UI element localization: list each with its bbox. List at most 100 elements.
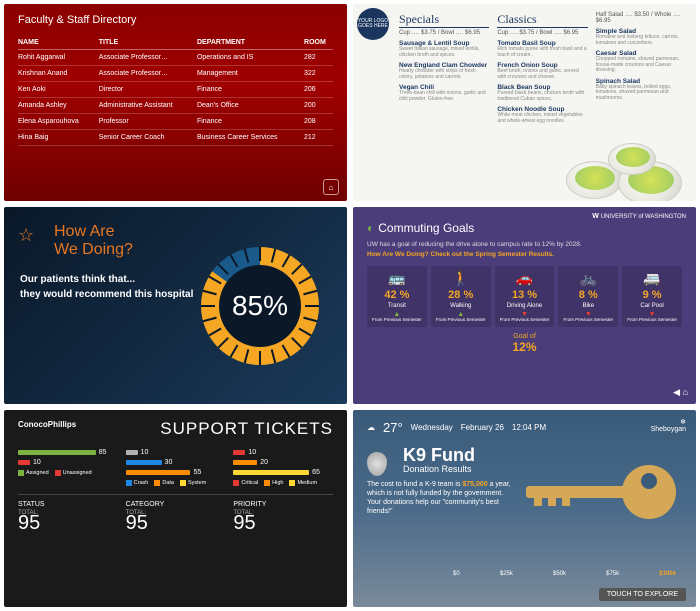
police-badge-icon xyxy=(367,452,387,476)
mode-percentage: 9 % xyxy=(624,289,680,301)
total-column: PRIORITYTOTAL:95 xyxy=(233,501,333,535)
bar-row: 10 xyxy=(18,459,118,466)
trend-label: From Previous Semester xyxy=(497,318,553,323)
commute-mode: 🚲 8 % Bike ▼ From Previous Semester xyxy=(558,266,618,327)
university-logo: W UNIVERSITY of WASHINGTON xyxy=(592,213,686,220)
table-row[interactable]: Ken AokiDirectorFinance206 xyxy=(18,82,333,98)
mode-percentage: 42 % xyxy=(369,289,425,301)
ticket-group: 103055CrashDataSystem xyxy=(126,449,226,486)
star-icon: ☆ xyxy=(18,225,34,246)
fund-title: K9 Fund xyxy=(403,445,682,466)
bar-row: 10 xyxy=(126,449,226,456)
menu-panel: YOUR LOGO GOES HERE SpecialsCup …. $3.75… xyxy=(353,4,696,201)
table-row[interactable]: Rohit AggarwalAssociate Professor…Operat… xyxy=(18,50,333,66)
price-line: Cup …. $3.75 / Bowl …. $6.95 xyxy=(399,30,489,36)
support-tickets-panel: ConocoPhillips SUPPORT TICKETS 8510Assig… xyxy=(4,410,347,607)
bar-row: 10 xyxy=(233,449,333,456)
menu-item: Vegan ChiliThree-bean chili with onions,… xyxy=(399,84,489,102)
weather-bar: ☁ 27° Wednesday February 26 12:04 PM xyxy=(367,420,682,435)
commute-mode: 🚶 28 % Walking ▲ From Previous Semester xyxy=(431,266,491,327)
menu-item: Caesar SaladChopped romaine, shaved parm… xyxy=(596,50,686,74)
ticket-group: 85 10 AssignedUnassigned xyxy=(18,449,118,486)
ticket-group: 102065CriticalHighMedium xyxy=(233,449,333,486)
menu-section: SpecialsCup …. $3.75 / Bowl …. $6.95Saus… xyxy=(399,12,489,128)
temperature: 27° xyxy=(383,420,403,435)
mode-percentage: 8 % xyxy=(560,289,616,301)
day: Wednesday xyxy=(411,423,453,432)
menu-item: Spinach SaladBaby spinach leaves, boiled… xyxy=(596,78,686,102)
menu-item: Tomato Basil SoupRich tomato puree with … xyxy=(497,40,587,58)
trend-label: From Previous Semester xyxy=(433,318,489,323)
donation-scale: $0 $25k $50k $75k $100k xyxy=(453,571,676,577)
percentage-gauge: 85% xyxy=(201,247,319,365)
table-header: DEPARTMENT xyxy=(197,36,304,50)
mode-icon: 🚐 xyxy=(624,270,680,287)
bar-row: 20 xyxy=(233,459,333,466)
mode-icon: 🚲 xyxy=(560,270,616,287)
trend-label: From Previous Semester xyxy=(369,318,425,323)
soup-bowls-image xyxy=(546,141,696,201)
table-row[interactable]: Hina BaigSenior Career CoachBusiness Car… xyxy=(18,130,333,146)
mode-percentage: 13 % xyxy=(497,289,553,301)
commute-mode: 🚗 13 % Driving Alone ▼ From Previous Sem… xyxy=(495,266,555,327)
price-line: Half Salad …. $3.50 / Whole …. $6.95 xyxy=(596,12,686,24)
table-row[interactable]: Krishnan AnandAssociate Professor…Manage… xyxy=(18,66,333,82)
time: 12:04 PM xyxy=(512,423,546,432)
fund-body: The cost to fund a K-9 team is $75,000 a… xyxy=(367,480,517,516)
scale-tick: $50k xyxy=(553,571,566,577)
menu-item: French Onion SoupBeef broth, onions and … xyxy=(497,62,587,80)
trend-label: From Previous Semester xyxy=(624,318,680,323)
legend: CriticalHighMedium xyxy=(233,480,333,486)
table-row[interactable]: Amanda AshleyAdministrative AssistantDea… xyxy=(18,98,333,114)
scale-tick: $25k xyxy=(500,571,513,577)
trend-label: From Previous Semester xyxy=(560,318,616,323)
bar-row: 85 xyxy=(18,449,118,456)
menu-item: Simple SaladRomaine and iceberg lettuce,… xyxy=(596,28,686,46)
directory-table: NAMETITLEDEPARTMENTROOM Rohit AggarwalAs… xyxy=(18,36,333,146)
home-icon[interactable]: ⌂ xyxy=(323,179,339,195)
mode-icon: 🚶 xyxy=(433,270,489,287)
nav-icons[interactable]: ◀ ⌂ xyxy=(673,387,688,398)
total-column: STATUSTOTAL:95 xyxy=(18,501,118,535)
mode-icon: 🚌 xyxy=(369,270,425,287)
scale-tick: $0 xyxy=(453,571,460,577)
scale-tick: $100k xyxy=(659,571,676,577)
table-header: NAME xyxy=(18,36,99,50)
mode-name: Driving Alone xyxy=(497,303,553,309)
date: February 26 xyxy=(461,423,504,432)
menu-item: Chicken Noodle SoupWhite meat chicken, m… xyxy=(497,106,587,124)
key-graphic xyxy=(622,465,676,519)
menu-section: Half Salad …. $3.50 / Whole …. $6.95 Simp… xyxy=(596,12,686,128)
city-logo: ❄Sheboygan xyxy=(651,418,686,433)
mode-name: Bike xyxy=(560,303,616,309)
table-header: TITLE xyxy=(99,36,197,50)
commute-mode: 🚐 9 % Car Pool ▼ From Previous Semester xyxy=(622,266,682,327)
menu-item: Sausage & Lentil SoupSweet Italian sausa… xyxy=(399,40,489,58)
mode-name: Transit xyxy=(369,303,425,309)
touch-to-explore-button[interactable]: TOUCH TO EXPLORE xyxy=(599,588,686,601)
scale-tick: $75k xyxy=(606,571,619,577)
mode-name: Car Pool xyxy=(624,303,680,309)
logo-badge: YOUR LOGO GOES HERE xyxy=(357,8,389,40)
commuting-goals-panel: W UNIVERSITY of WASHINGTON ◐Commuting Go… xyxy=(353,207,696,404)
mode-icon: 🚗 xyxy=(497,270,553,287)
goal-display: Goal of 12% xyxy=(367,333,682,354)
hospital-rating-panel: ☆ How Are We Doing? Our patients think t… xyxy=(4,207,347,404)
panel-title: Faculty & Staff Directory xyxy=(18,14,333,26)
description: UW has a goal of reducing the drive alon… xyxy=(367,241,682,248)
bar-row: 55 xyxy=(126,469,226,476)
mode-percentage: 28 % xyxy=(433,289,489,301)
table-header: ROOM xyxy=(304,36,333,50)
description-highlight: How Are We Doing? Check out the Spring S… xyxy=(367,251,682,258)
legend: AssignedUnassigned xyxy=(18,470,118,476)
menu-item: Black Bean SoupPureed black beans, chick… xyxy=(497,84,587,102)
faculty-directory-panel: Faculty & Staff Directory NAMETITLEDEPAR… xyxy=(4,4,347,201)
commute-mode: 🚌 42 % Transit ▲ From Previous Semester xyxy=(367,266,427,327)
gauge-value: 85% xyxy=(232,290,288,322)
weather-icon: ☁ xyxy=(367,423,375,432)
table-row[interactable]: Elena AsparouhovaProfessorFinance208 xyxy=(18,114,333,130)
total-column: CATEGORYTOTAL:95 xyxy=(126,501,226,535)
menu-section: ClassicsCup …. $3.75 / Bowl …. $6.95Toma… xyxy=(497,12,587,128)
mode-name: Walking xyxy=(433,303,489,309)
menu-item: New England Clam ChowderHearty chowder w… xyxy=(399,62,489,80)
